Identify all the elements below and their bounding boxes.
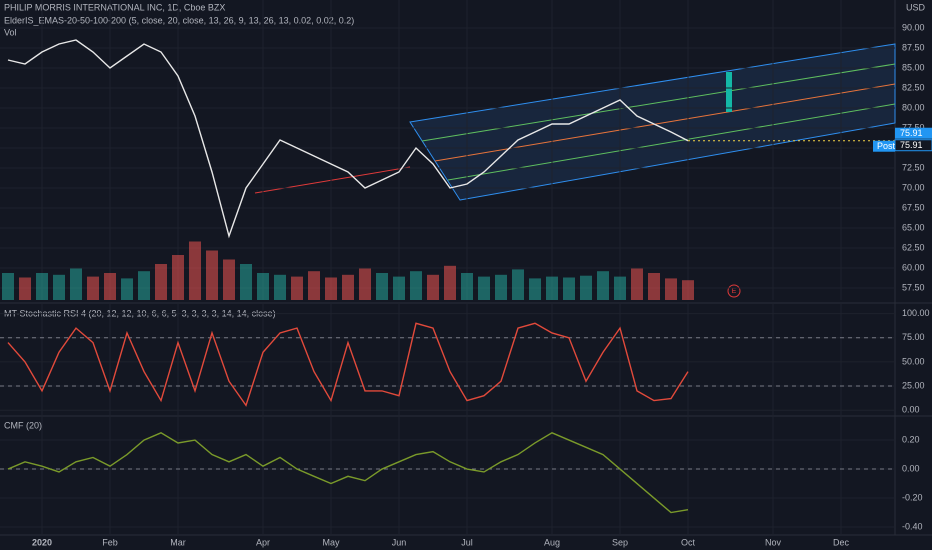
volume-bar — [359, 268, 371, 300]
channel-line — [447, 103, 896, 181]
volume-bar — [53, 274, 65, 300]
earnings-icon — [727, 284, 741, 298]
currency: USD — [906, 2, 926, 12]
y-tick-label: -0.40 — [902, 521, 923, 531]
indicator-label: ElderIS_EMAS-20-50-100-200 (5, close, 20… — [4, 15, 354, 25]
x-tick-label: Jun — [392, 537, 407, 547]
x-tick-label: Mar — [170, 537, 186, 547]
volume-bar — [563, 277, 575, 300]
price-label: 75.91 — [900, 140, 923, 150]
x-tick-label: 2020 — [32, 537, 52, 547]
volume-bar — [240, 264, 252, 300]
volume-bar — [104, 273, 116, 300]
post-label: Post — [877, 141, 896, 151]
volume-bar — [512, 269, 524, 300]
x-tick-label: Dec — [833, 537, 850, 547]
volume-bar — [172, 255, 184, 300]
volume-bar — [87, 276, 99, 300]
x-tick-label: Feb — [102, 537, 118, 547]
volume-bar — [155, 264, 167, 300]
volume-bar — [206, 250, 218, 300]
x-tick-label: Jul — [461, 537, 473, 547]
price-label-box — [895, 127, 932, 139]
y-tick-label: 72.50 — [902, 162, 925, 172]
price-label: 75.91 — [900, 128, 923, 138]
trend-line — [254, 166, 411, 194]
volume-bar — [427, 274, 439, 300]
series-line — [7, 39, 689, 239]
volume-bar — [121, 278, 133, 300]
y-tick-label: 70.00 — [902, 182, 925, 192]
y-tick-label: 77.50 — [902, 122, 925, 132]
volume-bar — [274, 274, 286, 300]
volume-bar — [2, 273, 14, 300]
volume-bar — [325, 277, 337, 300]
y-tick-label: 25.00 — [902, 380, 925, 390]
earnings-markers: E — [727, 284, 741, 298]
volume-bar — [257, 273, 269, 300]
volume-bar — [444, 265, 456, 300]
y-tick-label: 90.00 — [902, 22, 925, 32]
x-tick-label: May — [322, 537, 340, 547]
volume-bar — [580, 275, 592, 300]
volume-bar — [410, 271, 422, 300]
volume-bar — [495, 274, 507, 300]
volume-bar — [291, 276, 303, 300]
volume-bar — [648, 273, 660, 300]
volume-bar — [682, 280, 694, 300]
volume-bar — [19, 277, 31, 300]
series-line — [7, 322, 689, 407]
volume-bar — [597, 271, 609, 300]
volume-bar — [631, 268, 643, 300]
y-tick-label: 85.00 — [902, 62, 925, 72]
volume-bar — [461, 273, 473, 300]
volume-bar — [393, 276, 405, 300]
volume-bar — [376, 273, 388, 300]
volume-bar — [665, 278, 677, 300]
y-tick-label: -0.20 — [902, 492, 923, 502]
y-tick-label: 0.20 — [902, 434, 920, 444]
volume-bar — [546, 276, 558, 300]
x-tick-label: Aug — [544, 537, 560, 547]
y-tick-label: 0.00 — [902, 405, 920, 415]
x-tick-label: Nov — [765, 537, 782, 547]
y-tick-label: 60.00 — [902, 262, 925, 272]
x-tick-label: Sep — [612, 537, 628, 547]
post-label-box — [873, 140, 895, 152]
x-tick-label: Oct — [681, 537, 696, 547]
volume-bar — [138, 271, 150, 300]
y-tick-label: 57.50 — [902, 282, 925, 292]
y-tick-label: 100.00 — [902, 308, 930, 318]
series-line — [7, 432, 689, 514]
y-tick-label: 50.00 — [902, 356, 925, 366]
volume-bar — [614, 276, 626, 300]
volume-bar — [189, 241, 201, 300]
y-tick-label: 65.00 — [902, 222, 925, 232]
volume-bar — [223, 259, 235, 300]
volume-bar — [308, 271, 320, 300]
volume-bar — [529, 278, 541, 300]
volume-bar — [342, 274, 354, 300]
y-tick-label: 67.50 — [902, 202, 925, 212]
volume-bar — [478, 276, 490, 300]
y-tick-label: 62.50 — [902, 242, 925, 252]
y-tick-label: 87.50 — [902, 42, 925, 52]
y-tick-label: 82.50 — [902, 82, 925, 92]
pane-title: CMF (20) — [4, 420, 42, 430]
chart-title: PHILIP MORRIS INTERNATIONAL INC, 1D, Cbo… — [4, 2, 225, 12]
earnings-letter: E — [732, 288, 737, 295]
y-tick-label: 75.00 — [902, 332, 925, 342]
y-tick-label: 80.00 — [902, 102, 925, 112]
marker — [726, 72, 732, 112]
x-tick-label: Apr — [256, 537, 270, 547]
y-tick-label: 0.00 — [902, 463, 920, 473]
volume-bar — [70, 268, 82, 300]
volume-bar — [36, 273, 48, 300]
volume-label: Vol — [4, 27, 17, 37]
